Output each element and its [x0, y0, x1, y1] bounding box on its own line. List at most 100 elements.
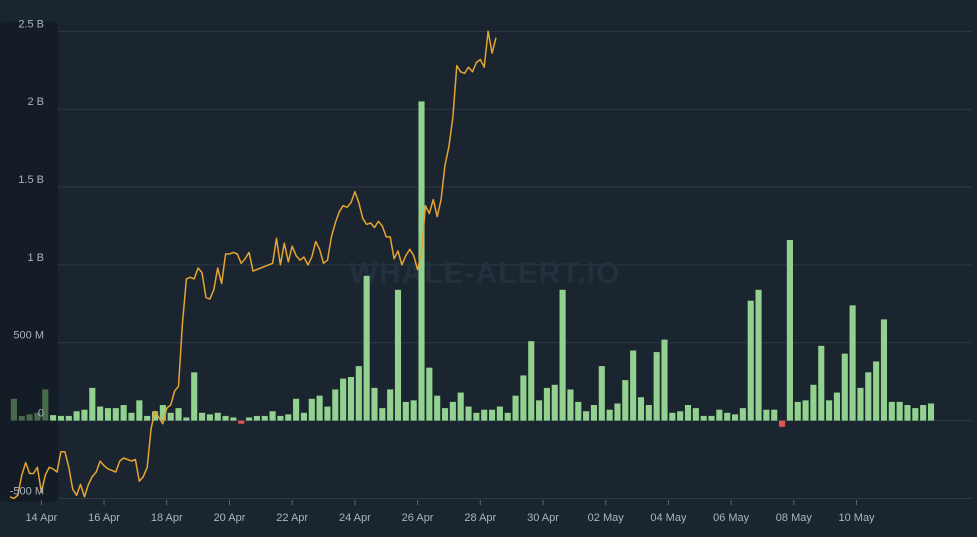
x-tick-label: 14 Apr [25, 512, 57, 524]
bar [731, 414, 739, 421]
bar [379, 408, 386, 421]
bar [645, 405, 652, 421]
bar [246, 417, 253, 421]
bar [26, 414, 33, 421]
bar [198, 412, 206, 421]
bar [371, 387, 378, 421]
y-axis-panel [0, 22, 58, 502]
y-axis-ticks: 2.5 B 2 B 1.5 B 1 B 500 M 0 -500 M [10, 18, 44, 497]
y-tick-label: -500 M [10, 485, 44, 497]
bar [65, 415, 72, 421]
x-tick-label: 04 May [650, 512, 687, 524]
x-tick-label: 18 Apr [151, 512, 183, 524]
bar [34, 412, 41, 421]
bar [441, 408, 449, 421]
bar [504, 412, 511, 421]
x-tick-label: 30 Apr [527, 512, 559, 524]
bar [426, 367, 433, 421]
bar [669, 412, 676, 421]
bar [324, 406, 331, 421]
bar [559, 289, 566, 421]
bar [300, 412, 307, 421]
bar [97, 406, 104, 421]
bar [677, 411, 684, 421]
bar [488, 409, 496, 421]
bar [238, 420, 245, 424]
bar [590, 405, 598, 421]
bar [418, 101, 425, 421]
y-tick-label: 500 M [13, 330, 44, 342]
bar [206, 414, 213, 421]
bar [167, 412, 174, 421]
bar [724, 412, 731, 421]
bar [18, 415, 25, 421]
bar [347, 376, 355, 421]
bar [363, 275, 370, 421]
bar [912, 408, 919, 421]
bar [661, 339, 668, 421]
bar [191, 372, 198, 421]
bar [880, 319, 888, 421]
bar [653, 352, 660, 421]
bar [128, 412, 135, 421]
bar [394, 289, 402, 421]
bar [716, 409, 723, 421]
bar [637, 397, 645, 421]
bar [387, 389, 394, 421]
bar [159, 405, 166, 421]
bar-series [10, 101, 935, 427]
bar [230, 417, 237, 421]
bar [457, 392, 464, 421]
bar [261, 415, 268, 421]
bar [692, 408, 699, 421]
bar [747, 300, 754, 421]
bar [136, 400, 143, 421]
bar [10, 398, 17, 421]
bar [104, 408, 112, 421]
bar [402, 401, 409, 421]
cumulative-line [9, 30, 497, 500]
bar [873, 361, 880, 421]
bar [622, 380, 629, 421]
bar [89, 387, 96, 421]
bar [896, 401, 903, 421]
y-tick-label: 1 B [27, 252, 44, 264]
bar [543, 387, 550, 421]
y-tick-label: 2 B [27, 96, 44, 108]
x-tick-label: 26 Apr [402, 512, 434, 524]
bar [567, 389, 574, 421]
y-tick-label: 1.5 B [18, 174, 44, 186]
bar [818, 345, 825, 421]
x-tick-label: 22 Apr [276, 512, 308, 524]
bar [583, 411, 590, 421]
bar [308, 398, 315, 421]
bar [277, 415, 284, 421]
bar [222, 415, 229, 421]
bar [183, 417, 190, 421]
bar [81, 409, 88, 421]
bar [73, 411, 80, 421]
bar [50, 415, 57, 421]
bar [755, 289, 762, 421]
bar [904, 405, 911, 421]
bar [214, 412, 221, 421]
bar [120, 405, 127, 421]
bar [810, 384, 817, 421]
bar [332, 389, 339, 421]
bar [528, 341, 535, 421]
bar [340, 378, 347, 421]
bar [536, 400, 543, 421]
bar [57, 415, 65, 421]
bar [841, 353, 848, 421]
bar [42, 389, 49, 421]
x-tick-label: 24 Apr [339, 512, 371, 524]
x-tick-label: 28 Apr [464, 512, 496, 524]
x-tick-label: 16 Apr [88, 512, 120, 524]
bar [410, 400, 417, 421]
bar [771, 409, 778, 421]
y-tick-label: 2.5 B [18, 18, 44, 30]
bar [920, 405, 927, 421]
bar [434, 395, 441, 421]
bar [684, 405, 692, 421]
